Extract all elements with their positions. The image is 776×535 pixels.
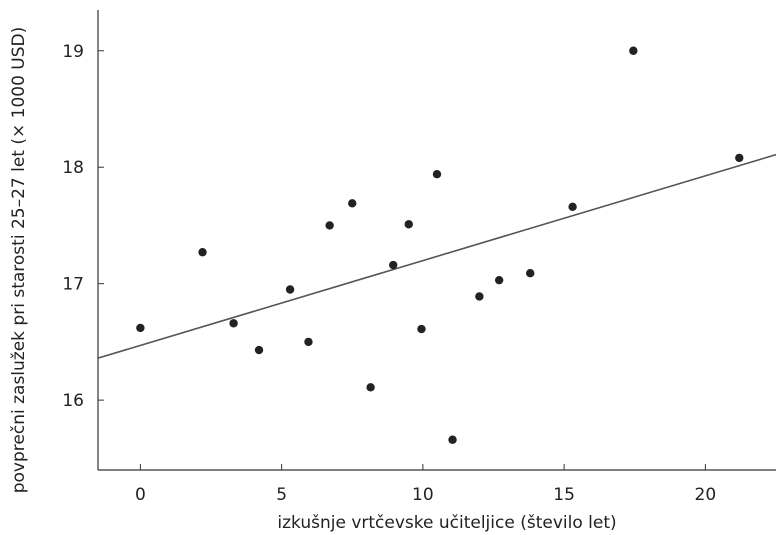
y-tick-label: 17 xyxy=(62,275,84,295)
data-point xyxy=(198,248,207,257)
y-axis-ticks: 16 17 18 19 xyxy=(62,42,104,411)
data-point xyxy=(494,275,504,285)
x-axis-label: izkušnje vrtčevske učiteljice (število l… xyxy=(277,513,616,533)
y-axis-label: povprečni zaslužek pri starosti 25–27 le… xyxy=(9,27,29,494)
data-point xyxy=(285,285,295,294)
data-point xyxy=(325,221,334,230)
x-axis-ticks: 0 5 10 15 20 xyxy=(135,464,716,505)
data-point xyxy=(735,153,744,163)
x-tick-label: 0 xyxy=(135,485,146,505)
data-point xyxy=(404,220,413,229)
data-point xyxy=(448,435,457,444)
y-tick-label: 19 xyxy=(62,42,84,62)
data-points xyxy=(136,46,744,444)
trend-line xyxy=(97,153,776,359)
data-point xyxy=(254,345,264,355)
x-tick-label: 15 xyxy=(553,485,575,505)
data-point xyxy=(304,337,313,347)
data-point xyxy=(432,170,442,179)
data-point xyxy=(229,319,238,328)
y-tick-label: 16 xyxy=(62,391,84,411)
data-point xyxy=(348,199,357,208)
data-point xyxy=(475,292,484,301)
x-tick-label: 20 xyxy=(695,485,717,505)
data-point xyxy=(366,383,375,392)
data-point xyxy=(629,46,638,55)
data-point xyxy=(568,202,577,212)
y-tick-label: 18 xyxy=(62,158,84,178)
data-point xyxy=(526,268,535,278)
data-point xyxy=(417,324,426,334)
data-point xyxy=(389,260,398,270)
x-tick-label: 10 xyxy=(412,485,434,505)
x-tick-label: 5 xyxy=(276,485,287,505)
data-point xyxy=(136,323,145,333)
